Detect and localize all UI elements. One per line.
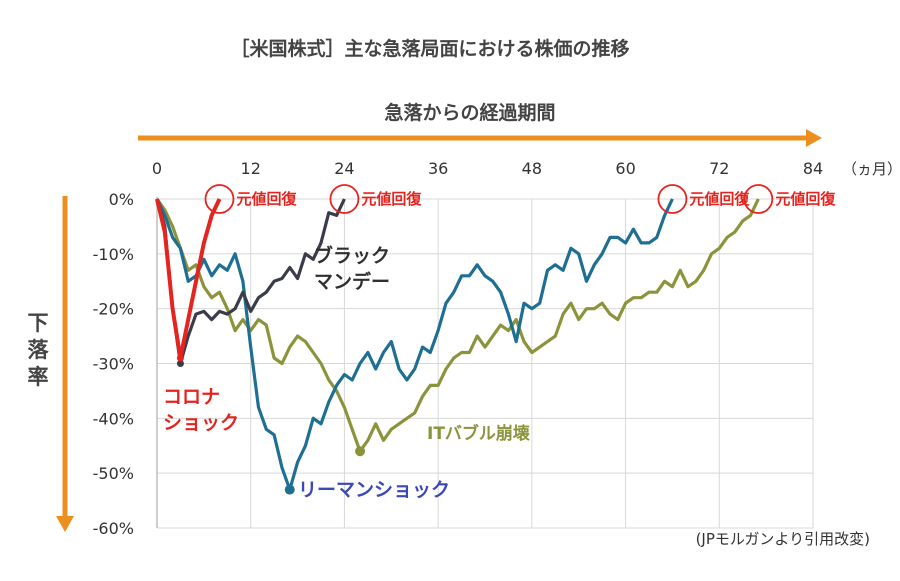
min-marker [176, 360, 184, 367]
y-tick-label: -40% [93, 409, 134, 428]
y-tick-label: -20% [93, 300, 134, 319]
y-tick-label: -60% [93, 519, 134, 538]
chart-title: ［米国株式］主な急落局面における株価の推移 [230, 37, 629, 60]
x-tick-label: 72 [709, 159, 729, 178]
y-axis-label: 下落率 [28, 311, 50, 389]
x-tick-label: 48 [522, 159, 542, 178]
recovery-circle [329, 184, 360, 214]
y-tick-label: -50% [93, 464, 134, 483]
series-line [155, 198, 346, 366]
x-tick-label: 24 [334, 159, 354, 178]
recovery-label: 元値回復 [775, 190, 836, 208]
recovery-label: 元値回復 [689, 190, 750, 208]
series-line [155, 198, 760, 453]
axis-ticks: 0 12 24 36 48 60 72 84 0% -10% -20% -30% -40% -50% -60… [93, 159, 824, 538]
series-label: リーマンショック [298, 479, 450, 501]
series-label: ITバブル崩壊 [427, 423, 531, 444]
series-label: ブラック [314, 244, 390, 267]
recovery-label: 元値回復 [236, 190, 297, 208]
min-marker [176, 354, 184, 362]
min-marker [284, 484, 295, 495]
x-tick-label: 84 [803, 159, 823, 178]
recovery-label: 元値回復 [361, 190, 422, 208]
x-axis-unit: （ヵ月） [842, 160, 900, 178]
y-axis-arrow [56, 196, 74, 532]
y-tick-label: 0% [109, 190, 134, 209]
x-tick-label: 60 [615, 159, 635, 178]
x-tick-label: 0 [152, 159, 162, 178]
source-note: (JPモルガンより引用改変) [696, 530, 870, 548]
y-tick-label: -10% [93, 245, 134, 264]
y-tick-label: -30% [93, 355, 134, 374]
x-tick-label: 12 [241, 159, 261, 178]
series [155, 198, 760, 495]
x-axis-arrow [138, 129, 822, 147]
grid [156, 197, 814, 529]
series-label: コロナ [163, 386, 220, 408]
recovery-circle [743, 184, 774, 214]
series-line [155, 198, 222, 360]
min-marker [355, 446, 366, 457]
x-axis-label: 急落からの経過期間 [384, 101, 555, 124]
series-label: ショック [163, 412, 239, 434]
x-tick-label: 36 [428, 159, 448, 178]
recovery-circle [204, 184, 235, 214]
recovery-circle [657, 184, 688, 214]
series-label: マンデー [314, 270, 390, 293]
series-line [155, 198, 674, 492]
